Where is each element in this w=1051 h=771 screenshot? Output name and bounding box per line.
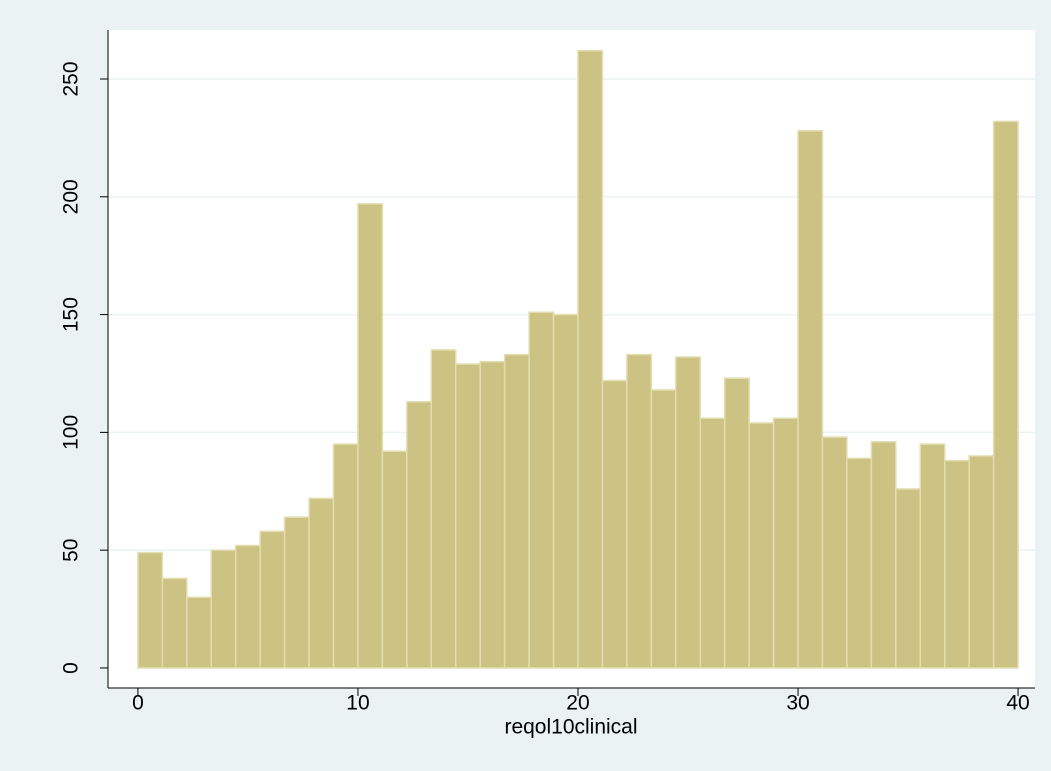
bar: [968, 455, 995, 669]
y-tick-label: 200: [60, 179, 83, 214]
bar: [357, 203, 384, 669]
bar: [772, 417, 799, 669]
bar: [699, 417, 726, 669]
bar: [161, 577, 188, 669]
bar: [870, 441, 897, 669]
bar: [846, 457, 873, 669]
bar: [332, 443, 359, 669]
bar: [283, 516, 310, 669]
x-tick-label: 0: [132, 692, 144, 715]
bar: [748, 422, 775, 669]
bar: [723, 377, 750, 669]
bar: [210, 549, 237, 669]
bar: [406, 401, 433, 669]
y-tick-label: 0: [60, 662, 83, 674]
bar: [943, 459, 970, 669]
bar: [454, 363, 481, 669]
bar: [308, 497, 335, 669]
y-tick-label: 250: [60, 61, 83, 96]
bar: [797, 130, 824, 669]
x-tick-label: 30: [786, 692, 809, 715]
bar: [186, 596, 213, 669]
y-tick-label: 150: [60, 297, 83, 332]
x-axis-label: reqol10clinical: [504, 716, 637, 739]
bar: [479, 360, 506, 669]
bar: [895, 488, 922, 669]
y-tick-label: 50: [60, 539, 83, 562]
x-tick-label: 40: [1006, 692, 1029, 715]
bar: [601, 379, 628, 669]
bar: [234, 544, 261, 669]
bar: [430, 349, 457, 669]
bar: [528, 311, 555, 669]
bar: [992, 120, 1019, 669]
bar: [626, 353, 653, 669]
bar: [381, 450, 408, 669]
bar: [552, 313, 579, 669]
x-tick-label: 10: [346, 692, 369, 715]
y-tick-label: 100: [60, 415, 83, 450]
bar: [650, 389, 677, 669]
bar: [821, 436, 848, 669]
bar: [577, 49, 604, 669]
bar: [919, 443, 946, 669]
bar: [137, 551, 164, 669]
bar: [503, 353, 530, 669]
x-tick-label: 20: [566, 692, 589, 715]
bar: [259, 530, 286, 669]
bar: [675, 356, 701, 669]
